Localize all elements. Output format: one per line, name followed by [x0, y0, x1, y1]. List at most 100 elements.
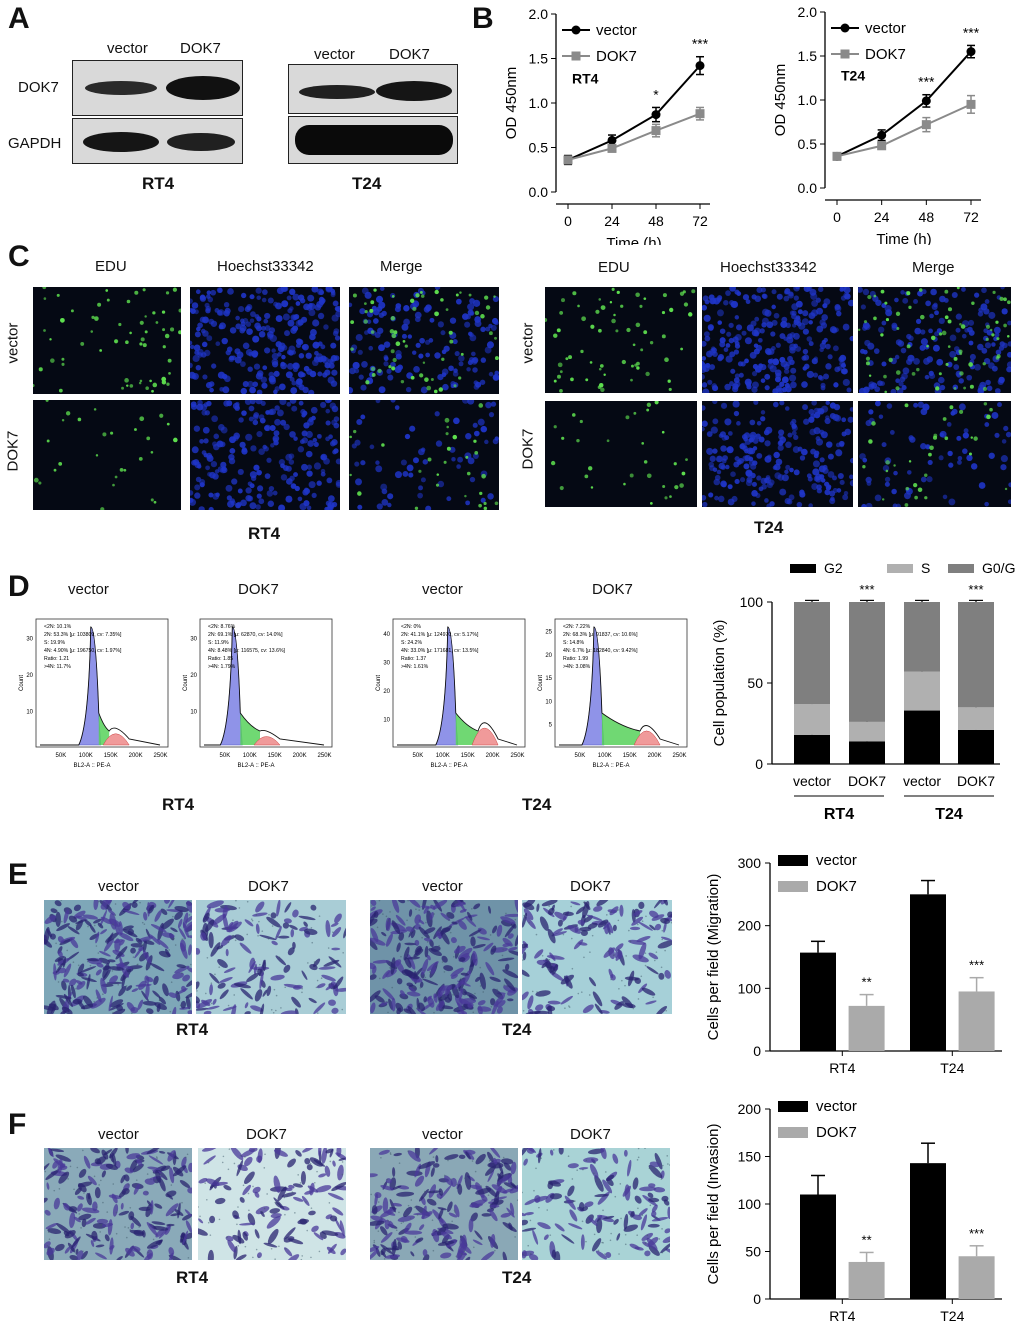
stained-cell [437, 1240, 455, 1246]
stained-cell [273, 1149, 289, 1157]
pore [585, 926, 588, 929]
nucleus [268, 327, 276, 334]
nucleus [776, 293, 783, 300]
stained-cell [477, 1006, 492, 1012]
pore [301, 991, 303, 994]
stained-cell [182, 922, 189, 938]
edu-positive-cell [565, 357, 569, 361]
nucleus [202, 426, 210, 434]
nucleus [361, 361, 368, 368]
edu-positive-cell [949, 405, 954, 410]
stained-cell [487, 1151, 494, 1163]
edu-positive-cell [391, 333, 397, 339]
stained-cell [244, 1002, 249, 1009]
stained-cell [100, 903, 107, 910]
edu-positive-cell [453, 384, 457, 388]
flow-stat: 2N: 41.1% [μ: 124970, cv: 5.17%] [401, 632, 479, 638]
stained-cell [490, 945, 497, 955]
stained-cell [132, 900, 140, 904]
stained-cell [414, 914, 422, 925]
nucleus [494, 436, 499, 441]
stained-cell [623, 1224, 639, 1232]
stained-cell [522, 1227, 537, 1232]
edu-positive-cell [643, 297, 647, 300]
pore [400, 955, 402, 958]
stained-cell [327, 1192, 344, 1201]
nucleus [708, 492, 714, 498]
stained-cell [438, 1208, 444, 1220]
flow-stat: Ratio: 1.21 [44, 656, 69, 662]
stained-cell [437, 985, 446, 998]
data-point [921, 96, 931, 106]
pore [406, 919, 408, 922]
edu-positive-cell [142, 288, 146, 292]
stained-cell [580, 1234, 585, 1250]
nucleus [429, 317, 435, 323]
stained-cell [372, 965, 377, 975]
nucleus [751, 501, 756, 506]
pore [632, 1007, 635, 1010]
stained-cell [460, 998, 477, 1005]
nucleus [282, 287, 289, 292]
nucleus [708, 294, 715, 301]
edu-positive-cell [990, 328, 993, 332]
nucleus [920, 329, 926, 335]
nucleus [387, 502, 392, 508]
stained-cell [614, 943, 624, 952]
edu-positive-cell [885, 460, 890, 465]
stained-cell [148, 904, 155, 914]
stained-cell [225, 948, 229, 957]
edu-positive-cell [371, 373, 376, 377]
stained-cell [660, 1242, 670, 1254]
edu-positive-cell [370, 300, 375, 305]
stained-cell [331, 947, 341, 951]
edu-positive-cell [350, 347, 354, 351]
stained-cell [500, 1212, 512, 1218]
histogram-outline [559, 626, 680, 746]
pore [413, 1206, 416, 1208]
edu-positive-cell [365, 380, 370, 385]
stained-cell [641, 1232, 654, 1241]
pore [310, 1207, 313, 1209]
nucleus [881, 320, 887, 326]
nucleus [702, 420, 708, 427]
pore [261, 930, 264, 932]
stained-cell [535, 1004, 544, 1011]
pore [669, 1164, 670, 1166]
stained-cell [404, 942, 417, 946]
edu-positive-cell [38, 481, 42, 485]
stained-cell [451, 984, 460, 999]
stained-cell [415, 1237, 424, 1243]
edu-positive-cell [991, 333, 995, 337]
s-phase [240, 713, 260, 745]
stained-cell [430, 1167, 435, 1177]
stained-cell [277, 935, 290, 939]
nucleus [467, 303, 475, 311]
nucleus [774, 472, 782, 479]
edu-positive-cell [581, 316, 586, 322]
stained-cell [83, 1155, 91, 1169]
stained-cell [567, 1185, 575, 1197]
nucleus [766, 321, 774, 329]
pore [456, 1183, 458, 1186]
pore [227, 941, 230, 944]
nucleus [240, 387, 248, 394]
nucleus [718, 462, 726, 470]
stained-cell [639, 1186, 657, 1192]
nucleus [803, 418, 810, 425]
stained-cell [273, 1175, 281, 1193]
pore [619, 1183, 622, 1185]
pore [75, 924, 78, 926]
edu-image-hoe [702, 287, 853, 393]
pore [548, 905, 550, 907]
nucleus [394, 405, 400, 410]
nucleus [220, 426, 228, 434]
pore [649, 1204, 652, 1207]
stained-cell [450, 937, 457, 944]
nucleus [452, 371, 459, 377]
nucleus [308, 389, 315, 394]
pore [447, 919, 450, 921]
nucleus [418, 448, 425, 456]
